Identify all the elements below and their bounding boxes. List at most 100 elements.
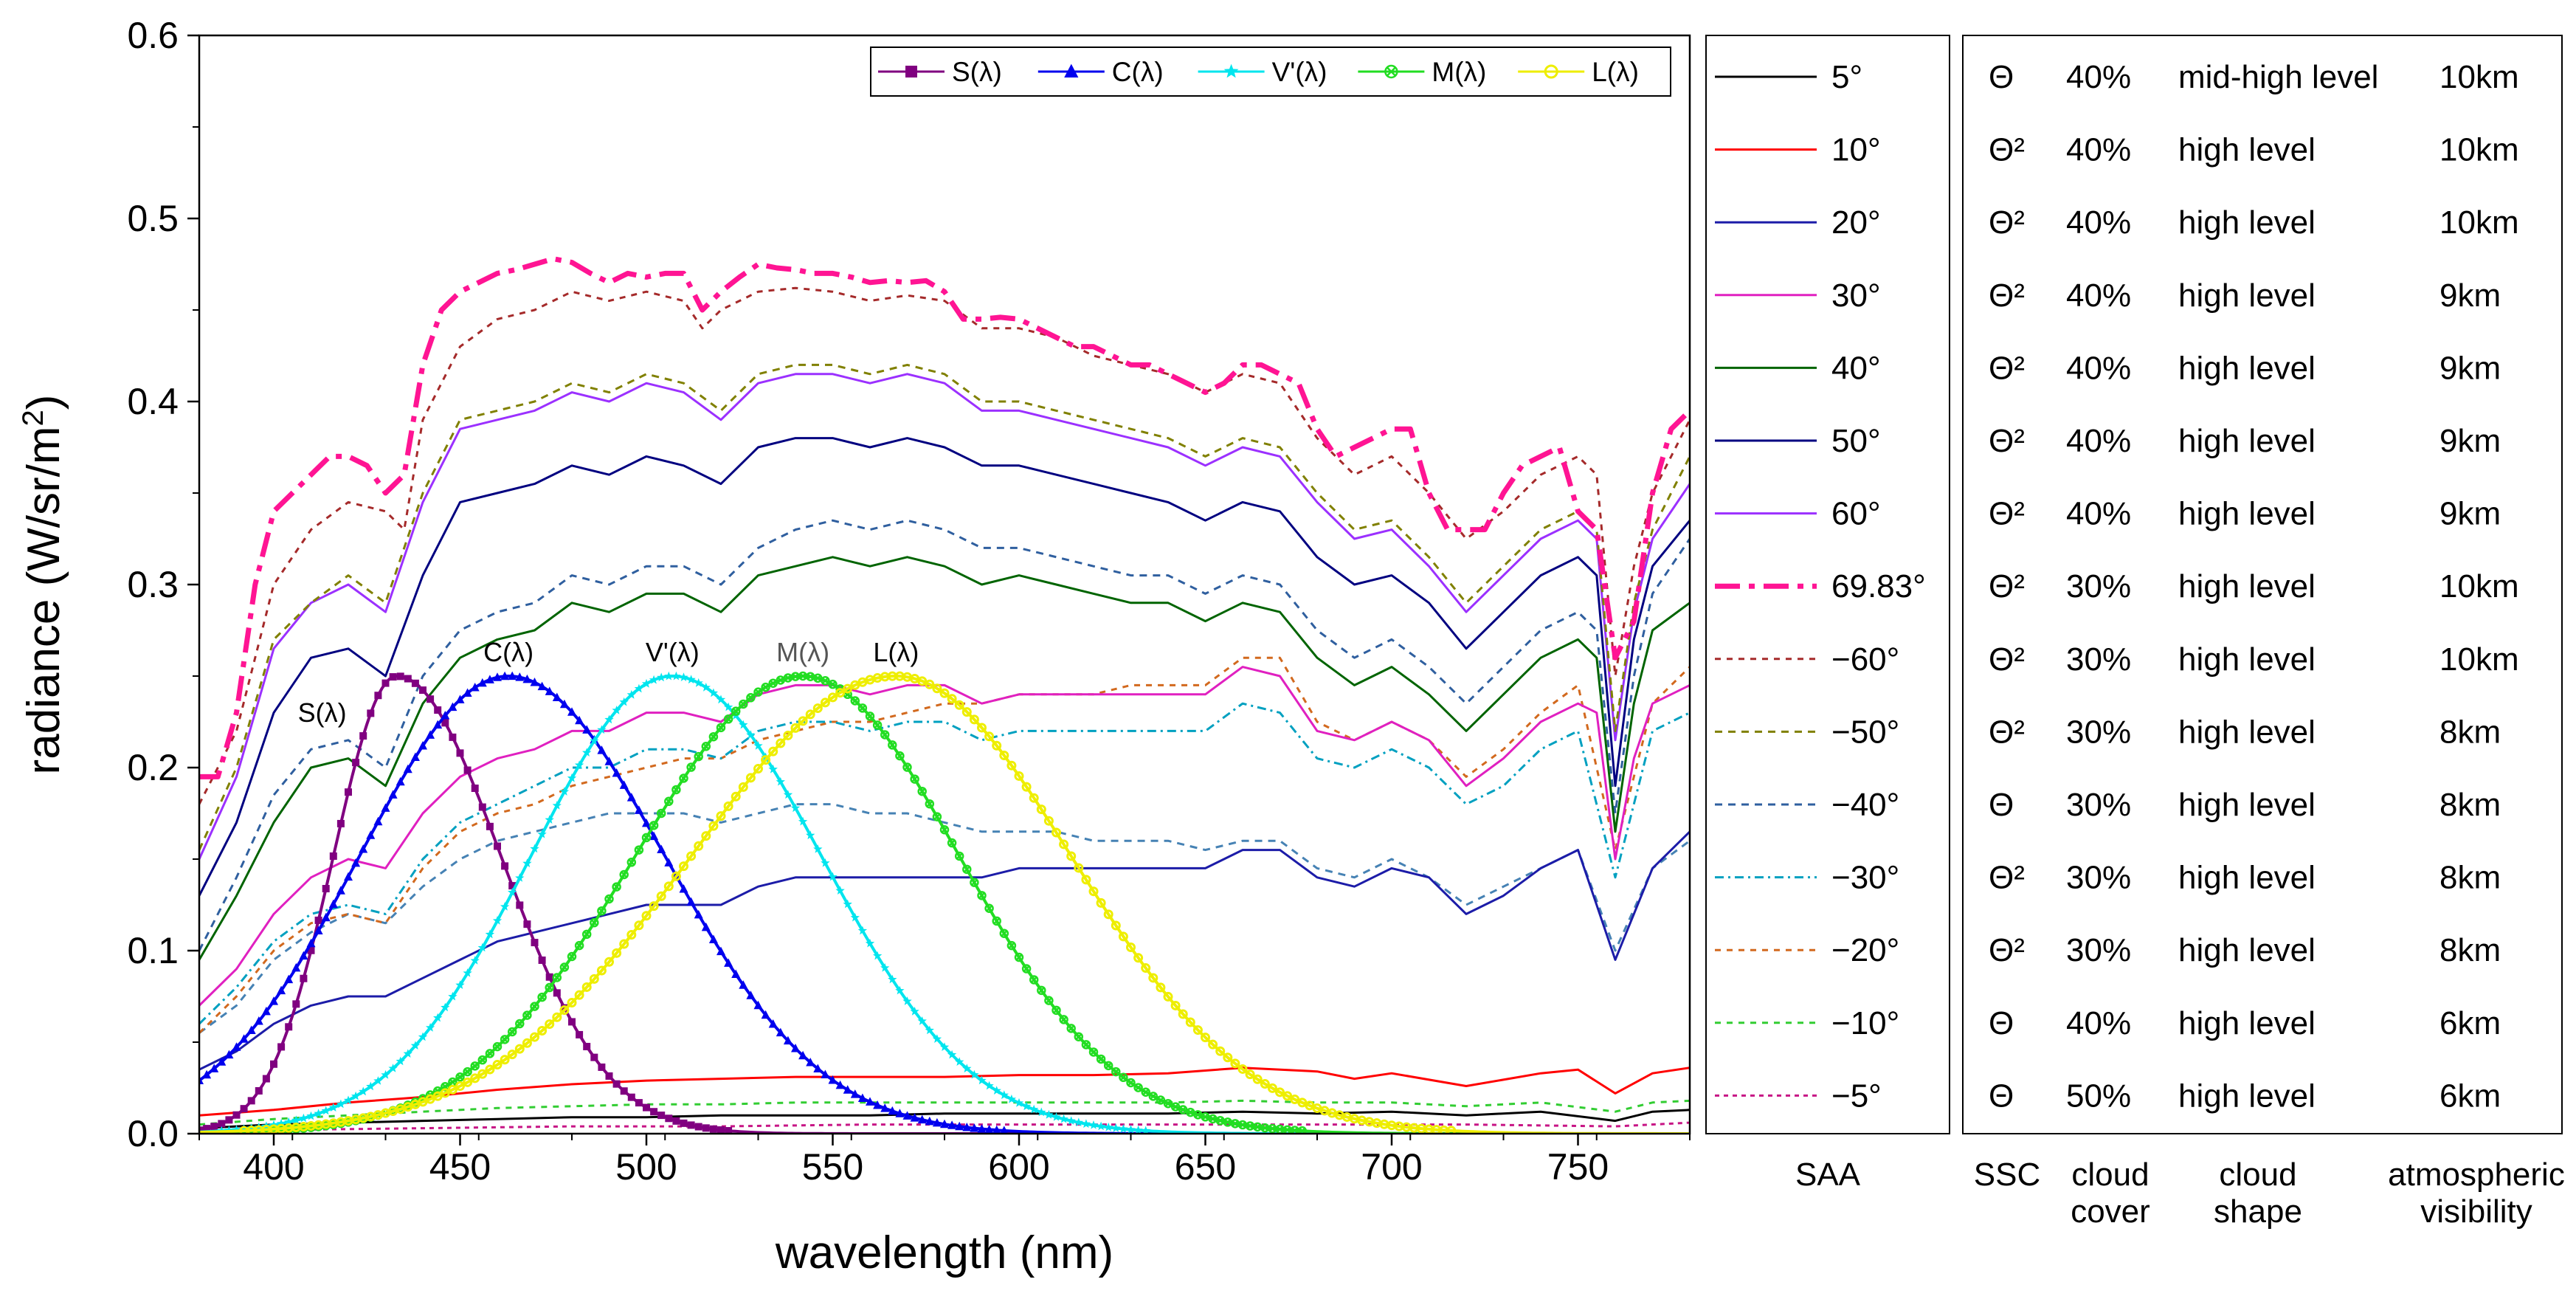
sensitivity-marker (857, 926, 868, 935)
sensitivity-marker (1088, 886, 1099, 897)
table-cell-cloud-shape: high level (2178, 204, 2316, 241)
sensitivity-marker (1096, 1054, 1106, 1064)
sensitivity-marker (723, 801, 733, 811)
x-tick-label: 700 (1361, 1146, 1422, 1188)
sensitivity-marker (619, 780, 629, 789)
sensitivity-marker (783, 790, 793, 799)
sensitivity-marker (418, 740, 427, 750)
sensitivity-marker (1074, 1117, 1083, 1127)
axes: 400 450 500 550 600 650 700 750 0.0 0.1 0.2 0.3 0.4 0… (17, 15, 1691, 1278)
sensitivity-marker (745, 773, 756, 783)
sensitivity-marker (939, 688, 950, 698)
sensitivity-marker (1053, 1007, 1060, 1014)
sensitivity-marker (522, 858, 532, 868)
sensitivity-marker (724, 958, 733, 967)
sensitivity-marker (1112, 1068, 1119, 1075)
sensitivity-marker (485, 1049, 495, 1058)
sensitivity-marker (708, 934, 718, 943)
sensitivity-marker (1015, 954, 1023, 961)
sensitivity-marker (761, 1010, 770, 1019)
sensitivity-marker (1275, 1087, 1285, 1098)
sensitivity-marker (277, 985, 286, 995)
sensitivity-marker (1104, 1122, 1113, 1131)
sensitivity-marker (888, 740, 897, 750)
saa-label: −50° (1831, 714, 1899, 750)
x-tick-label: 600 (988, 1146, 1049, 1188)
sensitivity-marker (492, 916, 503, 925)
sensitivity-marker (717, 1126, 725, 1134)
sensitivity-marker (626, 858, 637, 867)
sensitivity-marker (1164, 1100, 1172, 1107)
sensitivity-marker (479, 1056, 486, 1064)
sensitivity-marker (634, 845, 644, 855)
sensitivity-marker (1097, 1055, 1105, 1063)
sensitivity-marker (1021, 964, 1032, 974)
sensitivity-marker (1044, 996, 1054, 1005)
sensitivity-marker (1111, 1123, 1121, 1132)
sensitivity-marker (1021, 1101, 1032, 1111)
sensitivity-marker (671, 785, 681, 795)
sensitivity-marker (993, 917, 1001, 925)
sensitivity-marker (516, 901, 524, 909)
table-cell-cloud-shape: high level (2178, 932, 2316, 968)
sensitivity-marker (755, 689, 762, 696)
sensitivity-marker (694, 1123, 702, 1131)
sensitivity-marker (441, 1083, 449, 1090)
saa-legend-panel: 5° 10° 20° 30° 40° 50° 60° 69.83° −60° −50° −40° −3… (1705, 35, 1950, 1193)
sensitivity-marker (656, 891, 666, 901)
sensitivity-marker (1119, 1124, 1128, 1133)
table-cell-ssc: Θ² (1989, 204, 2025, 241)
table-cell-visibility: 8km (2439, 860, 2501, 896)
sensitivity-marker (1150, 1092, 1157, 1100)
sensitivity-marker (1096, 897, 1106, 908)
table-cell-cloud-cover: 30% (2066, 860, 2131, 896)
sensitivity-marker (665, 798, 672, 805)
sensitivity-marker (701, 831, 711, 841)
sensitivity-marker (747, 694, 754, 701)
sensitivity-marker (664, 796, 674, 807)
legend-label: C(λ) (1112, 57, 1164, 87)
sensitivity-marker (917, 786, 927, 796)
sensitivity-marker (1252, 1074, 1263, 1084)
table-cell-cloud-cover: 30% (2066, 714, 2131, 750)
sensitivity-marker (663, 881, 674, 892)
sensitivity-marker (433, 1013, 443, 1022)
sensitivity-marker (1014, 952, 1024, 962)
sensitivity-marker (276, 1118, 286, 1128)
sensitivity-marker (1187, 1109, 1194, 1116)
y-tick-label: 0.6 (127, 15, 179, 56)
sensitivity-marker (642, 818, 651, 827)
sensitivity-marker (314, 1109, 323, 1117)
sensitivity-marker (672, 1117, 680, 1125)
sensitivity-marker (552, 692, 562, 701)
sensitivity-marker (865, 711, 875, 721)
sensitivity-marker (971, 879, 978, 886)
sensitivity-marker (329, 852, 337, 860)
sensitivity-marker (255, 1086, 263, 1095)
saa-label: 5° (1831, 59, 1862, 95)
sensitivity-marker (1059, 1015, 1068, 1024)
y-tick-label: 0.4 (127, 381, 179, 422)
sensitivity-marker (508, 882, 517, 890)
sensitivity-marker (926, 800, 933, 807)
sensitivity-marker (560, 1004, 568, 1012)
sensitivity-marker (1052, 827, 1061, 838)
sensitivity-marker (508, 1028, 516, 1036)
table-header: visibility (2420, 1193, 2532, 1230)
sensitivity-marker (731, 969, 741, 979)
sensitivity-marker (843, 1085, 852, 1094)
sensitivity-marker (1014, 1098, 1024, 1107)
sensitivity-marker (814, 675, 821, 682)
table-cell-cloud-cover: 30% (2066, 932, 2131, 968)
sensitivity-marker (1237, 1064, 1248, 1074)
sensitivity-marker (671, 671, 681, 680)
sensitivity-marker (1008, 942, 1015, 949)
table-cell-visibility: 6km (2439, 1005, 2501, 1041)
sensitivity-marker (552, 801, 562, 810)
table-cell-visibility: 9km (2439, 496, 2501, 532)
sensitivity-marker (1254, 1123, 1261, 1131)
sensitivity-marker (984, 1081, 994, 1090)
sensitivity-marker (427, 695, 435, 703)
sensitivity-marker (843, 683, 853, 694)
sensitivity-legend: S(λ) C(λ) V'(λ) M(λ) L(λ) (870, 46, 1671, 97)
